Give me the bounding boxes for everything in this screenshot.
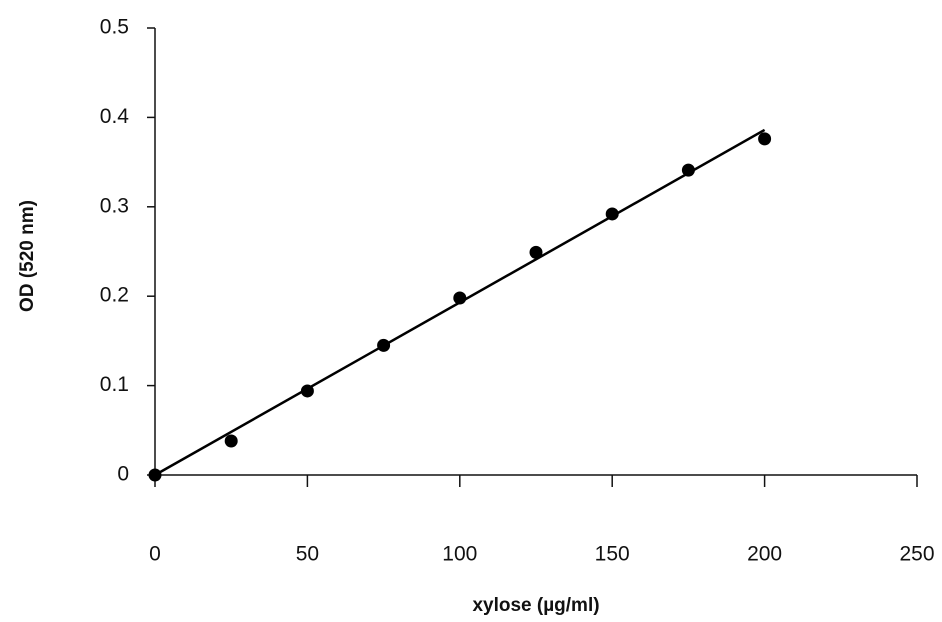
data-point xyxy=(453,291,466,304)
x-tick-label: 100 xyxy=(442,543,477,566)
y-tick-label: 0 xyxy=(117,463,129,486)
y-axis-title: OD (520 nm) xyxy=(17,200,38,312)
x-tick-label: 50 xyxy=(296,543,319,566)
chart: xylose (µg/ml) OD (520 nm) 0 0.1 0.2 0.3 0.4… xyxy=(0,0,942,622)
y-tick-label: 0.4 xyxy=(100,105,130,128)
y-tick-label: 0.2 xyxy=(100,284,129,307)
y-tick-label: 0.5 xyxy=(100,16,129,39)
x-tick-label: 150 xyxy=(595,543,630,566)
data-point xyxy=(530,246,543,259)
data-point xyxy=(758,132,771,145)
x-tick-label: 250 xyxy=(899,543,934,566)
y-tick-label: 0.3 xyxy=(100,194,129,217)
x-tick-label: 200 xyxy=(747,543,782,566)
y-tick-label: 0.1 xyxy=(100,373,129,396)
data-point xyxy=(377,339,390,352)
data-point xyxy=(149,469,162,482)
x-tick-label: 0 xyxy=(149,543,161,566)
x-axis-title: xylose (µg/ml) xyxy=(472,595,599,616)
data-point xyxy=(606,207,619,220)
data-point xyxy=(225,435,238,448)
data-point xyxy=(301,384,314,397)
data-point xyxy=(682,164,695,177)
